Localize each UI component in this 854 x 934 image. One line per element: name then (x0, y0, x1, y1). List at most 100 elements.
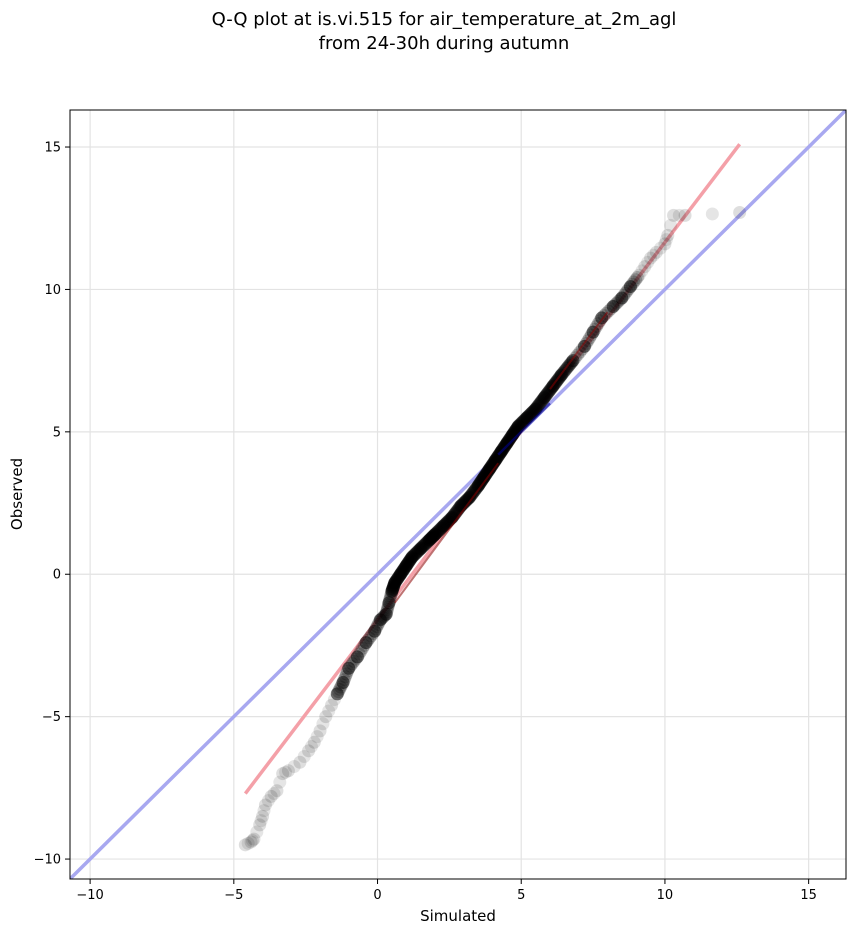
quantile-point (433, 523, 447, 537)
quantile-point (466, 485, 480, 499)
quantile-point (390, 573, 404, 587)
plot-area (70, 110, 846, 879)
quantile-point (369, 622, 383, 636)
quantile-point (649, 245, 663, 259)
quantile-point (515, 415, 529, 429)
quantile-point (384, 589, 398, 603)
quantile-point (613, 293, 627, 307)
quantile-point (421, 534, 435, 548)
quantile-point (341, 664, 355, 678)
quantile-point (514, 416, 528, 430)
quantile-point (404, 552, 418, 566)
y-tick-label: 10 (44, 283, 61, 298)
quantile-point (424, 532, 438, 546)
quantile-point (520, 411, 534, 425)
quantile-point (261, 794, 275, 808)
quantile-point (438, 518, 452, 532)
quantile-point (618, 286, 632, 300)
quantile-point (394, 566, 408, 580)
quantile-point (533, 396, 547, 410)
quantile-point (543, 383, 557, 397)
quantile-point (500, 435, 514, 449)
quantile-point (293, 755, 307, 769)
quantile-point (476, 471, 490, 485)
quantile-point (336, 675, 350, 689)
quantile-point (516, 414, 530, 428)
quantile-point (244, 835, 258, 849)
quantile-point (464, 488, 478, 502)
quantile-point (469, 481, 483, 495)
quantile-point (489, 452, 503, 466)
quantile-point (627, 275, 641, 289)
quantile-point (366, 626, 380, 640)
quantile-point (418, 537, 432, 551)
quantile-point (354, 644, 368, 658)
quantile-point (264, 789, 278, 803)
quantile-point (427, 528, 441, 542)
quantile-point (352, 647, 366, 661)
quantile-point (413, 543, 427, 557)
quantile-point (247, 832, 261, 846)
x-tick-label: −10 (76, 888, 103, 903)
quantile-point (380, 605, 394, 619)
quantile-point (420, 535, 434, 549)
quantile-point (391, 571, 405, 585)
quantile-point (372, 615, 386, 629)
quantile-point (349, 652, 363, 666)
quantile-point (610, 296, 624, 310)
quantile-point (390, 572, 404, 586)
quantile-point (304, 740, 318, 754)
quantile-point (267, 787, 281, 801)
quantile-point (302, 744, 316, 758)
quantile-point (377, 609, 391, 623)
quantile-point (395, 564, 409, 578)
quantile-point (375, 612, 389, 626)
quantile-point (473, 476, 487, 490)
quantile-point (620, 284, 634, 298)
quantile-point (437, 519, 451, 533)
quantile-point (384, 587, 398, 601)
quantile-point (518, 412, 532, 426)
quantile-point (435, 521, 449, 535)
quantile-point (538, 389, 552, 403)
quantile-point (387, 577, 401, 591)
quantile-point (310, 730, 324, 744)
quantile-point (476, 472, 490, 486)
quantile-point (517, 413, 531, 427)
x-tick-label: 0 (373, 888, 381, 903)
core-identity-segment (497, 402, 551, 456)
quantile-point (335, 678, 349, 692)
quantile-point (396, 563, 410, 577)
quantile-point (273, 775, 287, 789)
quantile-point (381, 600, 395, 614)
quantile-point (617, 289, 631, 303)
quantile-point (246, 834, 260, 848)
quantile-point (386, 580, 400, 594)
quantile-point (623, 280, 637, 294)
quantile-point (342, 661, 356, 675)
quantile-point (404, 551, 418, 565)
quantile-point (392, 570, 406, 584)
quantile-point (541, 386, 555, 400)
quantile-point (499, 438, 513, 452)
quantile-point (439, 517, 453, 531)
quantile-point (238, 838, 252, 852)
quantile-point (383, 591, 397, 605)
plot-frame (69, 109, 847, 880)
quantile-point (327, 693, 341, 707)
quantile-point (376, 611, 390, 625)
quantile-point (440, 516, 454, 530)
quantile-point (319, 710, 333, 724)
y-tick-label: −5 (42, 710, 61, 725)
quantile-point (339, 667, 353, 681)
quantile-point (430, 525, 444, 539)
quantile-point (270, 784, 284, 798)
quantile-point (397, 563, 411, 577)
quantile-point (658, 237, 672, 251)
quantile-point (395, 565, 409, 579)
quantile-point (425, 531, 439, 545)
quantile-point (579, 337, 593, 351)
quantile-point (307, 735, 321, 749)
quantile-point (528, 403, 542, 417)
x-tick-label: −5 (224, 888, 243, 903)
